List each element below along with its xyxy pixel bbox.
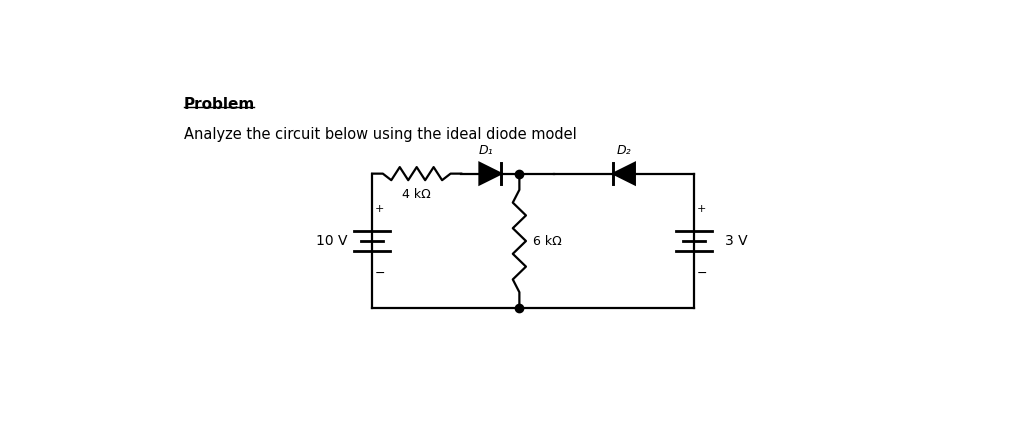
Text: −: − — [696, 267, 707, 280]
Text: 3 V: 3 V — [725, 234, 748, 248]
Text: 6 kΩ: 6 kΩ — [532, 235, 561, 248]
Text: Analyze the circuit below using the ideal diode model: Analyze the circuit below using the idea… — [183, 128, 577, 142]
Text: D₁: D₁ — [479, 145, 494, 157]
Text: D₂: D₂ — [616, 145, 632, 157]
Text: 4 kΩ: 4 kΩ — [402, 187, 431, 201]
Polygon shape — [479, 163, 501, 184]
Text: −: − — [375, 267, 385, 280]
Polygon shape — [613, 163, 635, 184]
Text: +: + — [696, 204, 707, 214]
Text: Problem: Problem — [183, 97, 255, 112]
Text: +: + — [375, 204, 385, 214]
Text: 10 V: 10 V — [316, 234, 347, 248]
